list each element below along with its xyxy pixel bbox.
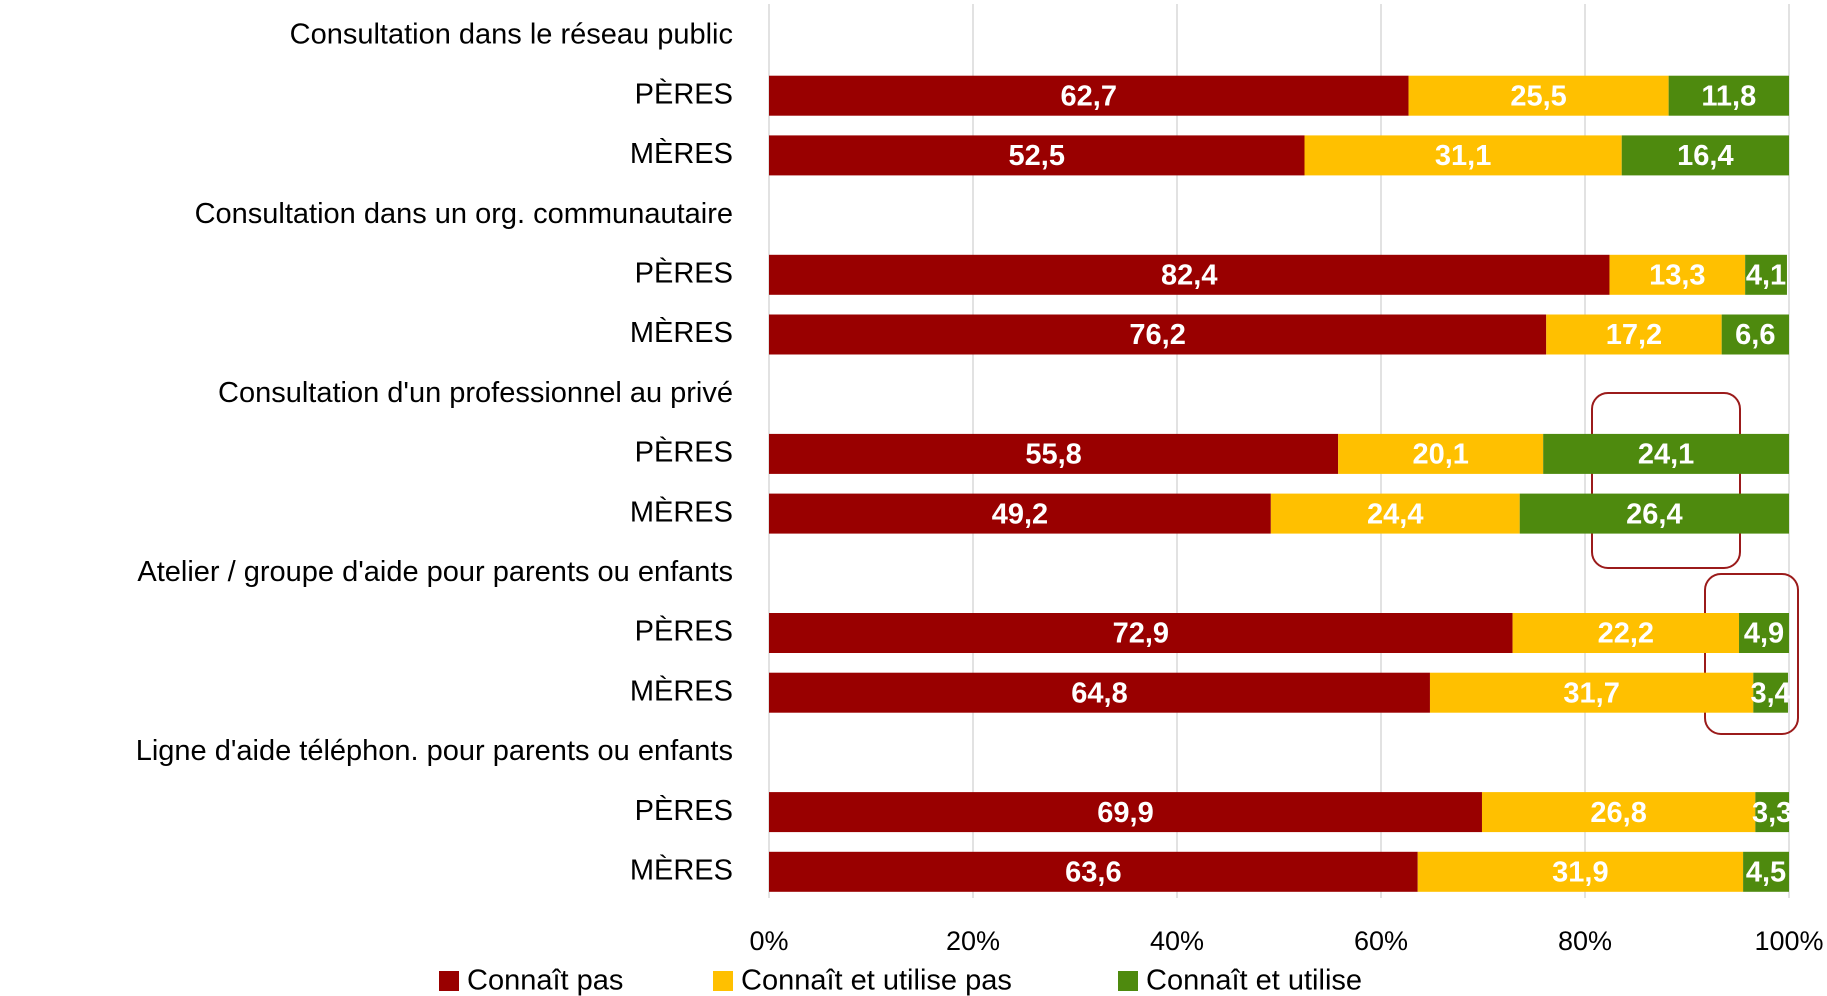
data-label: 55,8: [1025, 439, 1081, 471]
y-tick-label: Consultation dans le réseau public: [290, 19, 733, 51]
bar-segment: [1481, 792, 1756, 833]
data-label: 24,4: [1367, 498, 1423, 530]
y-tick-label: MÈRES: [630, 137, 733, 170]
data-label: 76,2: [1129, 319, 1185, 351]
legend-swatch: [439, 971, 459, 991]
bar-segment: [1338, 433, 1544, 474]
bar-segment: [1417, 851, 1744, 892]
bar-segment: [769, 433, 1339, 474]
bar-segment: [769, 792, 1482, 833]
data-label: 31,1: [1435, 140, 1491, 172]
highlight-box: [1704, 573, 1799, 735]
y-tick-label: Consultation dans un org. communautaire: [195, 198, 733, 230]
data-label: 24,1: [1638, 439, 1694, 471]
data-label: 49,2: [992, 498, 1048, 530]
y-tick-label: Consultation d'un professionnel au privé: [218, 377, 733, 409]
highlight-box: [1591, 392, 1741, 569]
bar-segment: [1739, 613, 1789, 653]
data-label: 25,5: [1510, 80, 1566, 112]
bar-segment: [1304, 135, 1622, 176]
legend-label: Connaît et utilise: [1146, 965, 1362, 996]
data-label: 52,5: [1009, 140, 1065, 172]
bar-segment: [769, 613, 1513, 653]
bar-segment: [1743, 851, 1789, 892]
x-tick-label: 100%: [1754, 926, 1823, 956]
bar-segment: [1721, 314, 1789, 355]
legend-label: Connaît et utilise pas: [741, 965, 1012, 996]
data-label: 69,9: [1097, 797, 1153, 829]
data-label: 17,2: [1606, 319, 1662, 351]
bar-segment: [769, 314, 1547, 355]
data-label: 62,7: [1061, 80, 1117, 112]
data-label: 26,8: [1590, 797, 1646, 829]
data-label: 3,4: [1750, 677, 1790, 709]
y-tick-label: PÈRES: [635, 77, 733, 110]
y-tick-label: PÈRES: [635, 615, 733, 648]
x-tick-label: 0%: [749, 926, 788, 956]
y-tick-label: PÈRES: [635, 794, 733, 827]
legend-label: Connaît pas: [467, 965, 623, 996]
bar-segment: [1408, 75, 1669, 116]
bar-segment: [1668, 75, 1789, 116]
data-label: 64,8: [1071, 677, 1127, 709]
bar-segment: [769, 75, 1409, 116]
data-label: 3,3: [1752, 797, 1792, 829]
data-label: 26,4: [1626, 498, 1682, 530]
bar-segment: [1745, 254, 1787, 295]
bar-segment: [1270, 493, 1520, 534]
bar-segment: [1546, 314, 1722, 355]
data-label: 72,9: [1113, 618, 1169, 650]
data-label: 13,3: [1649, 259, 1705, 291]
y-tick-label: PÈRES: [635, 436, 733, 469]
x-tick-label: 80%: [1558, 926, 1612, 956]
data-label: 31,9: [1552, 856, 1608, 888]
bar-segment: [1755, 792, 1789, 833]
data-label: 11,8: [1701, 80, 1756, 112]
bar-segment: [769, 851, 1418, 892]
bar-segment: [1543, 433, 1789, 474]
data-label: 4,5: [1746, 856, 1786, 888]
data-label: 22,2: [1598, 618, 1654, 650]
bar-segment: [1512, 613, 1740, 653]
legend-swatch: [1118, 971, 1138, 991]
data-label: 16,4: [1677, 140, 1733, 172]
x-tick-label: 40%: [1150, 926, 1204, 956]
bar-segment: [1609, 254, 1746, 295]
data-label: 4,1: [1746, 259, 1786, 291]
bar-segment: [769, 135, 1305, 176]
x-tick-label: 20%: [946, 926, 1000, 956]
x-tick-label: 60%: [1354, 926, 1408, 956]
bar-segment: [769, 254, 1610, 295]
bar-segment: [1621, 135, 1789, 176]
data-label: 31,7: [1563, 677, 1619, 709]
y-tick-label: PÈRES: [635, 256, 733, 289]
bar-segment: [1519, 493, 1789, 534]
y-tick-label: MÈRES: [630, 674, 733, 707]
bar-segment: [769, 672, 1430, 713]
y-tick-label: MÈRES: [630, 495, 733, 528]
bar-segment: [769, 493, 1271, 534]
y-tick-label: MÈRES: [630, 853, 733, 886]
y-tick-label: Atelier / groupe d'aide pour parents ou …: [137, 556, 733, 588]
y-tick-label: Ligne d'aide téléphon. pour parents ou e…: [136, 735, 733, 767]
y-tick-label: MÈRES: [630, 316, 733, 349]
data-label: 20,1: [1412, 439, 1468, 471]
data-label: 4,9: [1744, 618, 1784, 650]
legend-swatch: [713, 971, 733, 991]
data-label: 63,6: [1065, 856, 1121, 888]
bar-segment: [1429, 672, 1754, 713]
bar-segment: [1753, 672, 1788, 713]
data-label: 6,6: [1735, 319, 1775, 351]
data-label: 82,4: [1161, 259, 1217, 291]
